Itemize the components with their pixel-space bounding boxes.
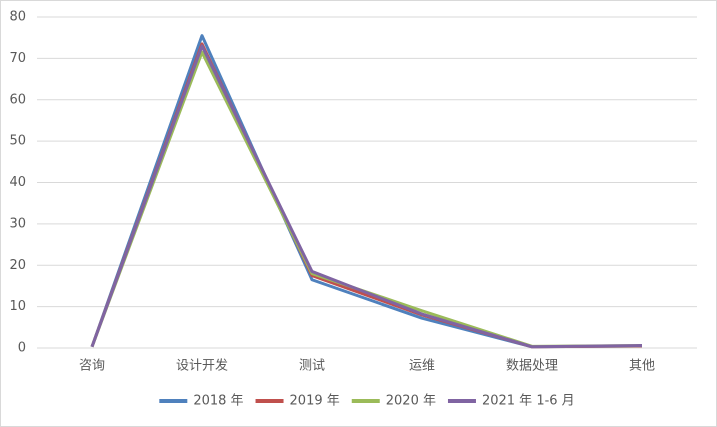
x-tick-label: 设计开发 xyxy=(176,358,228,374)
y-tick-label: 50 xyxy=(9,134,26,149)
y-tick-label: 0 xyxy=(18,341,26,356)
y-tick-label: 20 xyxy=(9,258,26,273)
series-line xyxy=(90,44,643,349)
x-tick-label: 其他 xyxy=(629,359,655,374)
y-tick-label: 80 xyxy=(9,10,26,25)
x-tick-label: 测试 xyxy=(299,359,325,374)
legend-label: 2020 年 xyxy=(386,394,436,409)
y-tick-label: 30 xyxy=(9,216,26,231)
x-tick-label: 数据处理 xyxy=(506,359,558,374)
legend-label: 2018 年 xyxy=(193,394,243,409)
x-tick-label: 运维 xyxy=(409,359,435,374)
legend-label: 2019 年 xyxy=(290,394,340,409)
y-tick-label: 10 xyxy=(9,299,26,314)
y-tick-label: 60 xyxy=(9,92,26,107)
y-tick-label: 40 xyxy=(9,175,26,190)
x-tick-label: 咨询 xyxy=(79,359,105,374)
legend-label: 2021 年 1-6 月 xyxy=(482,394,575,409)
y-tick-label: 70 xyxy=(9,51,26,66)
